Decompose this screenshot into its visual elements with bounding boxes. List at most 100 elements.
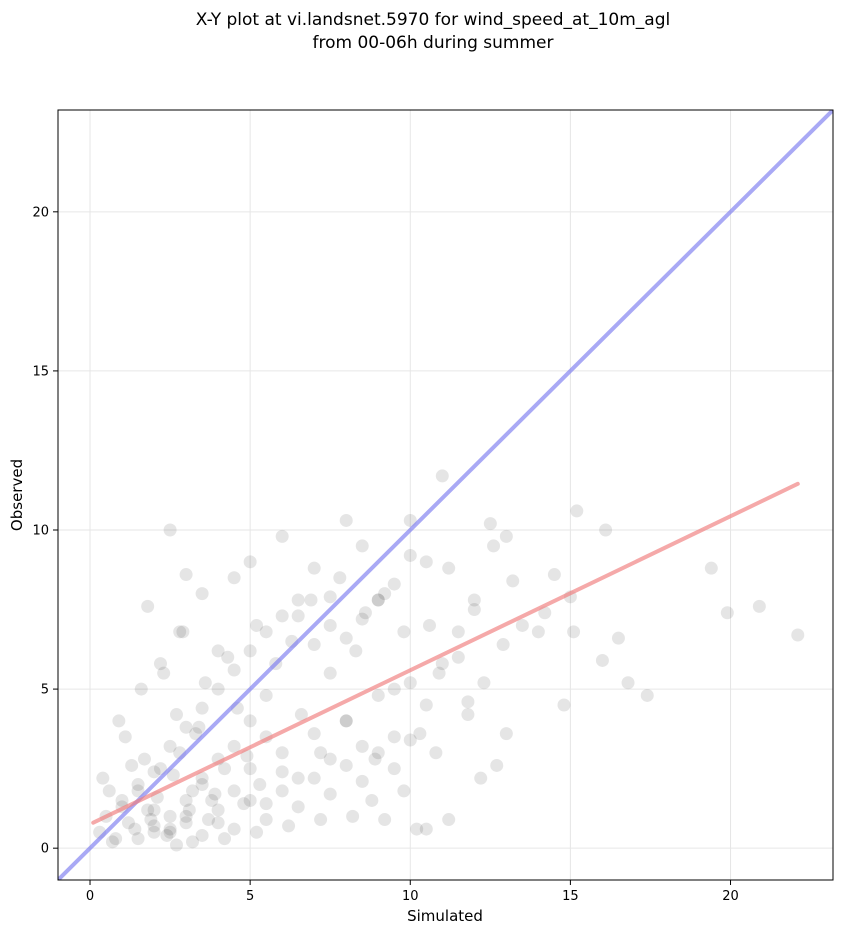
scatter-point: [355, 739, 369, 753]
y-tick-label: 0: [41, 842, 49, 857]
scatter-point: [243, 644, 257, 658]
scatter-point: [109, 832, 123, 846]
scatter-point: [186, 835, 200, 849]
scatter-point: [355, 774, 369, 788]
scatter-point: [141, 803, 155, 817]
fit-line: [91, 481, 800, 825]
scatter-point: [461, 708, 475, 722]
x-tick-label: 20: [722, 889, 739, 904]
scatter-point: [131, 778, 145, 792]
scatter-point: [570, 504, 584, 518]
scatter-point: [346, 809, 360, 823]
scatter-point: [323, 618, 337, 632]
scatter-point: [275, 784, 289, 798]
scatter-point: [179, 793, 193, 807]
scatter-point: [291, 800, 305, 814]
scatter-point: [102, 784, 116, 798]
scatter-point: [490, 758, 504, 772]
scatter-point: [451, 650, 465, 664]
scatter-point: [323, 590, 337, 604]
y-tick-label: 10: [32, 524, 49, 539]
scatter-point: [153, 657, 167, 671]
scatter-point: [250, 618, 264, 632]
scatter-point: [147, 825, 161, 839]
scatter-point: [163, 825, 177, 839]
scatter-point: [227, 663, 241, 677]
x-tick-label: 15: [562, 889, 579, 904]
scatter-point: [704, 561, 718, 575]
scatter-point: [137, 752, 151, 766]
scatter-point: [179, 809, 193, 823]
scatter-point: [410, 822, 424, 836]
scatter-point: [250, 825, 264, 839]
scatter-point: [243, 793, 257, 807]
scatter-point: [211, 682, 225, 696]
scatter-point: [147, 819, 161, 833]
scatter-point: [112, 714, 126, 728]
scatter-point: [144, 813, 158, 827]
scatter-point: [496, 638, 510, 652]
scatter-point: [243, 762, 257, 776]
axis-ticks: 0 5 10 15 20 0 5 10 15 20: [32, 205, 738, 904]
scatter-point: [237, 797, 251, 811]
scatter-point: [442, 813, 456, 827]
scatter-point: [435, 657, 449, 671]
scatter-point: [227, 784, 241, 798]
scatter-point: [221, 650, 235, 664]
scatter-point: [157, 666, 171, 680]
y-tick-label: 5: [41, 683, 49, 698]
scatter-point: [419, 698, 433, 712]
identity-line: [58, 110, 833, 880]
scatter-point: [121, 816, 135, 830]
scatter-point: [611, 631, 625, 645]
scatter-point: [467, 593, 481, 607]
scatter-point: [211, 803, 225, 817]
scatter-point: [567, 625, 581, 639]
scatter-point: [435, 469, 449, 483]
scatter-point: [173, 625, 187, 639]
scatter-point: [202, 813, 216, 827]
scatter-point: [179, 720, 193, 734]
scatter-point: [96, 771, 110, 785]
scatter-point: [141, 599, 155, 613]
scatter-point: [259, 797, 273, 811]
scatter-point: [131, 832, 145, 846]
scatter-point: [218, 762, 232, 776]
scatter-points: [93, 469, 805, 852]
scatter-point: [275, 529, 289, 543]
scatter-point: [474, 771, 488, 785]
x-tick-label: 5: [246, 889, 254, 904]
scatter-point: [323, 787, 337, 801]
scatter-point: [198, 676, 212, 690]
scatter-point: [291, 771, 305, 785]
scatter-point: [211, 644, 225, 658]
scatter-point: [368, 752, 382, 766]
scatter-point: [115, 793, 129, 807]
scatter-point: [253, 778, 267, 792]
scatter-point: [387, 577, 401, 591]
scatter-point: [442, 561, 456, 575]
reference-lines: [58, 110, 833, 880]
scatter-point: [304, 593, 318, 607]
scatter-point: [314, 813, 328, 827]
plot-frame: [57, 109, 834, 881]
scatter-point: [387, 730, 401, 744]
scatter-point: [371, 593, 385, 607]
scatter-point: [547, 568, 561, 582]
scatter-point: [307, 771, 321, 785]
scatter-point: [195, 587, 209, 601]
scatter-point: [243, 714, 257, 728]
scatter-point: [422, 618, 436, 632]
scatter-point: [227, 822, 241, 836]
scatter-point: [125, 758, 139, 772]
scatter-point: [506, 574, 520, 588]
scatter-point: [147, 803, 161, 817]
scatter-point: [403, 513, 417, 527]
scatter-point: [355, 539, 369, 553]
scatter-point: [275, 746, 289, 760]
scatter-point: [339, 714, 353, 728]
scatter-point: [186, 784, 200, 798]
scatter-point: [294, 708, 308, 722]
scatter-point: [403, 548, 417, 562]
scatter-point: [432, 666, 446, 680]
